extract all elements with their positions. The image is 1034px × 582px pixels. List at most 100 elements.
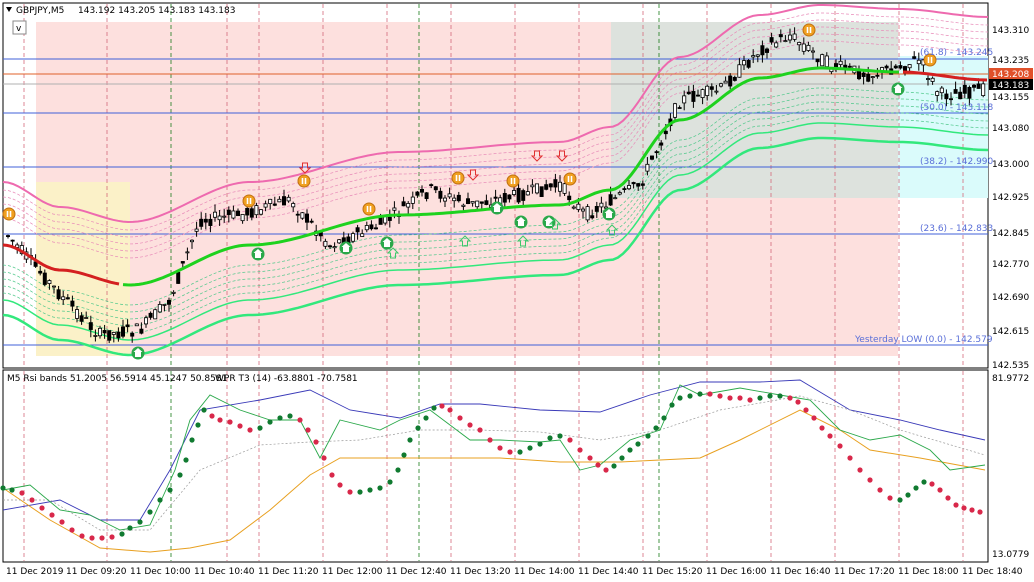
price-tick: 143.080 bbox=[992, 124, 1029, 134]
toggle-button[interactable] bbox=[12, 20, 27, 35]
candle-bear bbox=[659, 142, 664, 146]
wpr-dot-up bbox=[777, 393, 783, 399]
wpr-dot-up bbox=[897, 497, 903, 503]
toggle-button-icon[interactable]: v bbox=[16, 24, 22, 34]
candle-bull bbox=[240, 214, 245, 222]
pause-signal-icon bbox=[249, 198, 252, 204]
pause-signal-icon bbox=[455, 175, 458, 181]
wpr-dot-up bbox=[357, 489, 363, 495]
wpr-dot-down bbox=[867, 477, 873, 483]
candle-bull bbox=[755, 54, 760, 57]
wpr-dot-up bbox=[757, 395, 763, 401]
candle-bull bbox=[475, 200, 480, 208]
wpr-dot-up bbox=[913, 485, 919, 491]
candle-bear bbox=[465, 198, 470, 204]
candle-bear bbox=[107, 330, 112, 341]
candle-bear bbox=[608, 194, 613, 206]
wpr-dot-up bbox=[517, 449, 523, 455]
indicator-subwindow-frame[interactable] bbox=[2, 369, 989, 563]
wpr-dot-up bbox=[527, 445, 533, 451]
candle-bear bbox=[949, 98, 954, 101]
pause-signal-icon bbox=[806, 27, 809, 33]
wpr-dot-down bbox=[49, 512, 55, 518]
candle-bull bbox=[645, 163, 650, 172]
wpr-dot-up bbox=[677, 395, 683, 401]
wpr-dot-down bbox=[937, 487, 943, 493]
candle-bear bbox=[746, 60, 751, 68]
candle-bull bbox=[98, 327, 103, 337]
candle-bull bbox=[870, 76, 875, 78]
moving-average-layer bbox=[2, 66, 988, 287]
candle-bear bbox=[249, 208, 254, 218]
wpr-dot-down bbox=[977, 509, 983, 515]
candle-bull bbox=[682, 95, 687, 104]
candle-bear bbox=[521, 190, 526, 201]
wpr-dot-down bbox=[329, 472, 335, 478]
wpr-dot-down bbox=[847, 455, 853, 461]
grey-zone bbox=[611, 22, 898, 198]
signal-icons bbox=[2, 23, 937, 360]
wpr-dot-up bbox=[167, 487, 173, 493]
wpr-dot-down bbox=[587, 455, 593, 461]
candle-bear bbox=[728, 75, 733, 87]
upper-band-inner bbox=[2, 12, 989, 231]
candle-bear bbox=[65, 297, 70, 300]
price-axis[interactable]: 143.310 143.235 143.155 143.080 143.000 … bbox=[989, 26, 1033, 371]
candle-bear bbox=[636, 183, 641, 187]
wpr-dot-up bbox=[423, 415, 429, 421]
candle-bull bbox=[673, 103, 678, 118]
time-label: 11 Dec 12:00 bbox=[322, 567, 383, 577]
candle-bear bbox=[116, 331, 121, 339]
candle-bear bbox=[369, 224, 374, 230]
wpr-dot-up bbox=[669, 402, 675, 408]
candle-bull bbox=[75, 309, 80, 319]
candle-bear bbox=[553, 179, 558, 188]
pause-signal-icon bbox=[927, 57, 930, 63]
candle-bear bbox=[373, 227, 378, 230]
candle-bull bbox=[562, 183, 567, 194]
candle-bull bbox=[530, 184, 535, 188]
pause-signal-icon bbox=[458, 175, 461, 181]
candle-bull bbox=[332, 246, 337, 249]
wpr-dot-down bbox=[467, 422, 473, 428]
candle-bull bbox=[838, 60, 843, 65]
candle-bull bbox=[525, 191, 530, 196]
candle-bear bbox=[148, 312, 153, 318]
candle-bull bbox=[212, 211, 217, 218]
wpr-dot-down bbox=[507, 449, 513, 455]
wpr-dot-down bbox=[567, 437, 573, 443]
candle-bear bbox=[622, 188, 627, 190]
candle-bull bbox=[291, 203, 296, 208]
candle-bull bbox=[153, 309, 158, 320]
time-label: 11 Dec 18:00 bbox=[898, 567, 959, 577]
candle-bear bbox=[769, 37, 774, 43]
candle-bull bbox=[447, 193, 452, 198]
time-label: 11 Dec 15:20 bbox=[642, 567, 703, 577]
wpr-dot-up bbox=[431, 405, 437, 411]
candle-bear bbox=[765, 48, 770, 53]
candle-bull bbox=[916, 59, 921, 65]
wpr-dot-down bbox=[577, 447, 583, 453]
chart-collapse-icon[interactable] bbox=[6, 7, 12, 12]
candle-bear bbox=[433, 186, 438, 191]
pause-signal-icon bbox=[563, 172, 577, 186]
wpr-dot-down bbox=[595, 462, 601, 468]
buy-signal-icon bbox=[341, 243, 351, 252]
candle-bull bbox=[613, 197, 618, 200]
wpr-dot-up bbox=[537, 441, 543, 447]
candle-bull bbox=[392, 207, 397, 211]
candle-bear bbox=[309, 220, 314, 223]
candle-bull bbox=[47, 280, 52, 284]
pause-signal-icon bbox=[567, 176, 570, 182]
time-axis[interactable]: 11 Dec 2019 11 Dec 09:20 11 Dec 10:00 11… bbox=[6, 567, 1023, 577]
price-tick: 142.845 bbox=[992, 229, 1029, 239]
candle-bull bbox=[935, 91, 940, 96]
price-tick: 142.690 bbox=[992, 293, 1029, 303]
candle-bear bbox=[760, 45, 765, 56]
candle-bull bbox=[185, 251, 190, 254]
wpr-dot-down bbox=[827, 433, 833, 439]
wpr-dot-down bbox=[487, 437, 493, 443]
candle-bear bbox=[235, 210, 240, 217]
rsi-line bbox=[2, 384, 986, 531]
